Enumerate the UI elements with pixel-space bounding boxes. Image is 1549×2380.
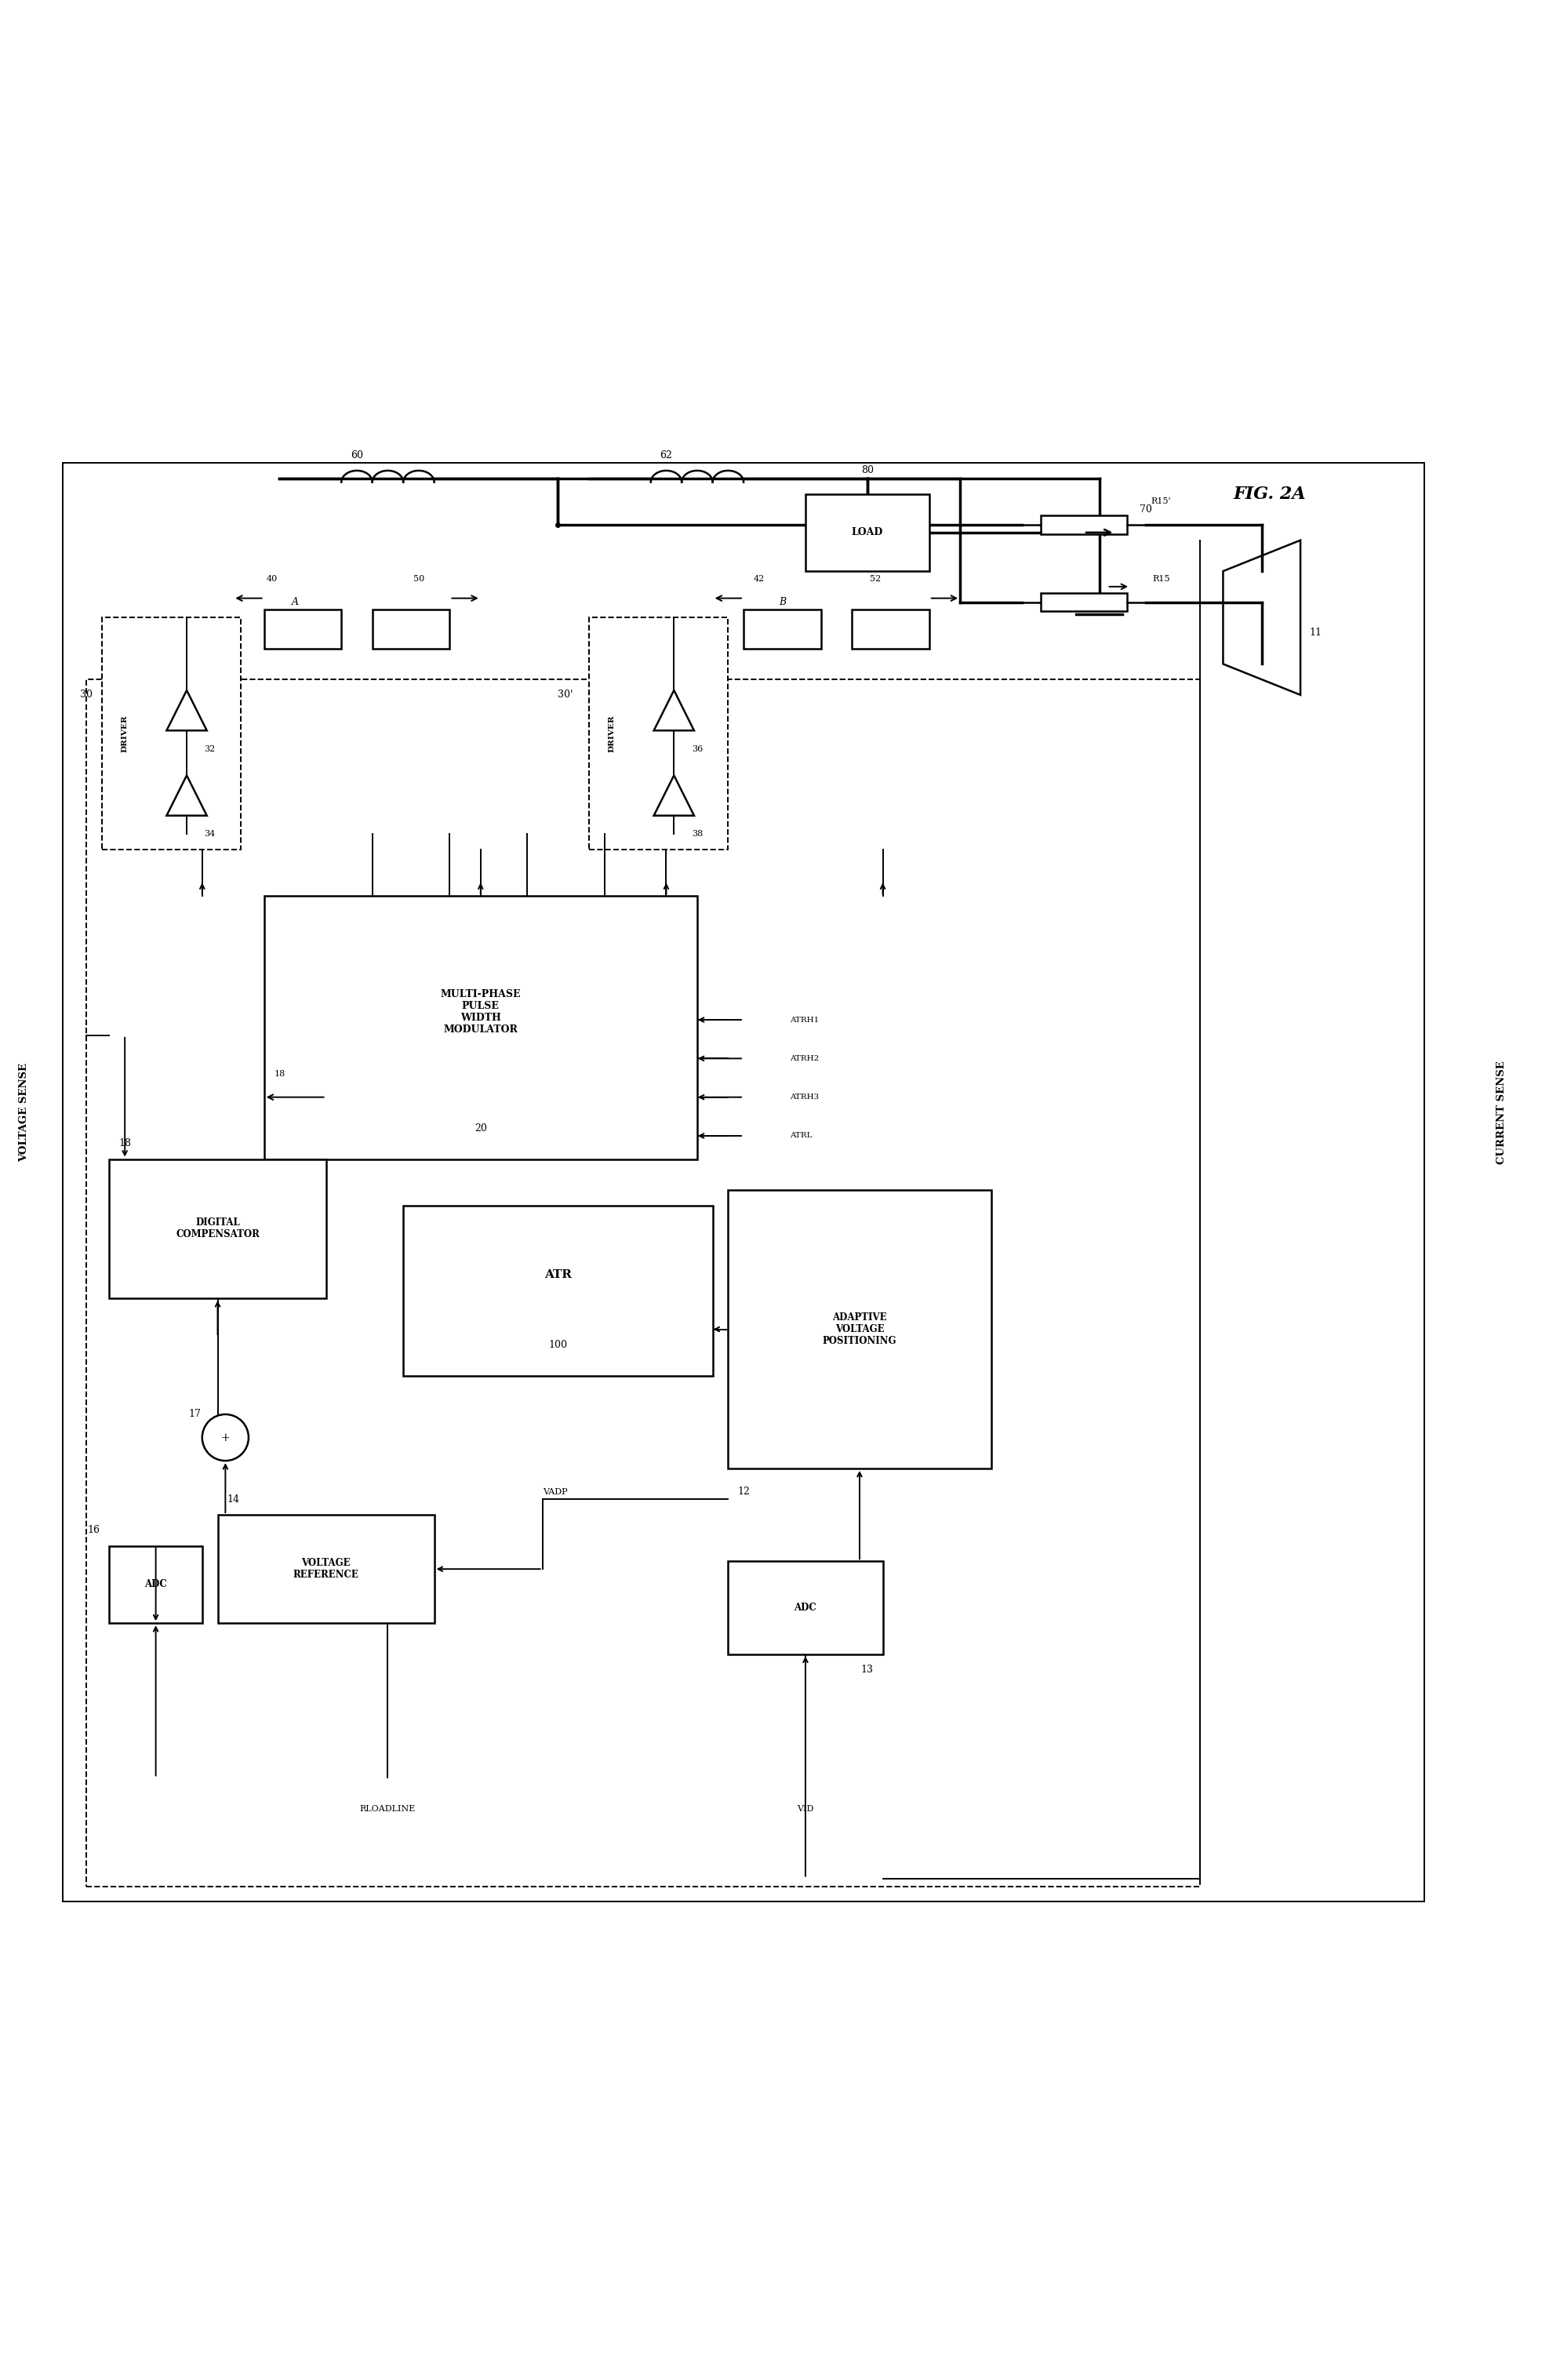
Bar: [1041, 516, 1128, 533]
Text: B: B: [779, 597, 785, 607]
Text: 36: 36: [691, 745, 703, 752]
Text: 30: 30: [81, 690, 93, 700]
Text: 80: 80: [861, 466, 874, 476]
Text: 18: 18: [119, 1138, 132, 1150]
Text: 50: 50: [414, 576, 424, 583]
Bar: [64, 462, 1424, 1902]
Text: 11: 11: [1309, 628, 1323, 638]
Text: 40: 40: [266, 576, 277, 583]
Text: FIG. 2A: FIG. 2A: [1233, 486, 1306, 502]
Text: LOAD: LOAD: [852, 528, 883, 538]
Text: VOLTAGE SENSE: VOLTAGE SENSE: [19, 1064, 29, 1161]
Text: MULTI-PHASE
PULSE
WIDTH
MODULATOR: MULTI-PHASE PULSE WIDTH MODULATOR: [440, 990, 520, 1035]
Text: 34: 34: [204, 831, 215, 838]
Text: 42: 42: [753, 576, 765, 583]
Text: 12: 12: [737, 1488, 750, 1497]
Bar: [102, 616, 240, 850]
Text: ADC: ADC: [795, 1602, 816, 1614]
Text: 13: 13: [861, 1664, 874, 1676]
Text: VID: VID: [798, 1804, 813, 1814]
Text: 52: 52: [869, 576, 881, 583]
Text: 32: 32: [204, 745, 215, 752]
Bar: [1041, 593, 1128, 612]
Text: ATRL: ATRL: [790, 1133, 812, 1140]
Text: 18: 18: [274, 1071, 285, 1078]
Text: 38: 38: [691, 831, 703, 838]
Text: ATRH3: ATRH3: [790, 1095, 819, 1100]
Text: R15: R15: [1152, 576, 1169, 583]
Text: VADP: VADP: [542, 1488, 567, 1495]
Bar: [728, 1561, 883, 1654]
Bar: [263, 895, 697, 1159]
Bar: [218, 1516, 434, 1623]
Text: ADAPTIVE
VOLTAGE
POSITIONING: ADAPTIVE VOLTAGE POSITIONING: [823, 1311, 897, 1347]
Text: R15': R15': [1151, 497, 1171, 505]
Bar: [852, 609, 929, 647]
Text: A: A: [291, 597, 299, 607]
Bar: [110, 1159, 325, 1299]
Text: 60: 60: [350, 450, 362, 459]
Text: ADC: ADC: [144, 1580, 167, 1590]
Text: 100: 100: [548, 1340, 567, 1349]
Text: CURRENT SENSE: CURRENT SENSE: [1496, 1061, 1507, 1164]
Bar: [263, 609, 341, 647]
Text: DIGITAL
COMPENSATOR: DIGITAL COMPENSATOR: [175, 1219, 260, 1240]
Bar: [372, 609, 449, 647]
Text: DRIVER: DRIVER: [609, 714, 615, 752]
Text: 30': 30': [558, 690, 573, 700]
Text: 70: 70: [1140, 505, 1152, 514]
Text: ATRH2: ATRH2: [790, 1054, 819, 1061]
Text: 17: 17: [189, 1409, 201, 1418]
Text: RLOADLINE: RLOADLINE: [359, 1804, 415, 1814]
Text: DRIVER: DRIVER: [121, 714, 129, 752]
Text: 16: 16: [88, 1526, 101, 1535]
Bar: [728, 1190, 991, 1468]
Text: +: +: [222, 1433, 229, 1442]
Bar: [110, 1547, 203, 1623]
Text: VOLTAGE
REFERENCE: VOLTAGE REFERENCE: [293, 1559, 359, 1580]
Bar: [589, 616, 728, 850]
Text: ATRH1: ATRH1: [790, 1016, 819, 1023]
Text: 20: 20: [474, 1123, 486, 1133]
Bar: [87, 678, 1200, 1887]
Text: 14: 14: [226, 1495, 240, 1504]
Bar: [805, 493, 929, 571]
Text: 62: 62: [660, 450, 672, 459]
Text: ATR: ATR: [544, 1269, 572, 1280]
Bar: [403, 1207, 713, 1376]
Bar: [744, 609, 821, 647]
